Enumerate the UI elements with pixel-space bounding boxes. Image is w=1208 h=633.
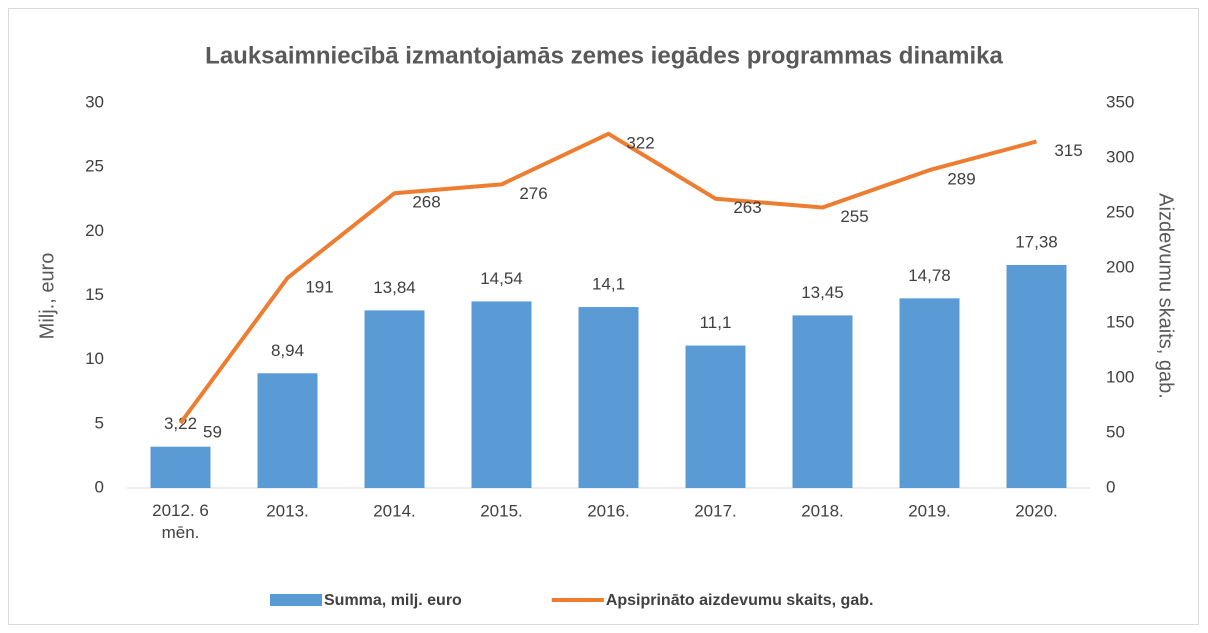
y-tick-label: 25 <box>85 157 104 176</box>
y-tick-label: 10 <box>85 349 104 368</box>
line-value-label: 289 <box>947 170 975 189</box>
y2-axis-title: Aizdevumu skaits, gab. <box>1155 193 1177 399</box>
y-tick-label: 20 <box>85 221 104 240</box>
y2-tick-label: 100 <box>1106 367 1134 386</box>
legend-label: Apsiprināto aizdevumu skaits, gab. <box>606 592 874 609</box>
x-tick-label: 2018. <box>801 501 844 520</box>
bar-value-label: 14,78 <box>908 266 951 285</box>
bar-value-label: 13,45 <box>801 283 844 302</box>
bar <box>685 345 746 488</box>
bar-value-label: 11,1 <box>700 313 732 332</box>
x-tick-label: 2015. <box>480 501 523 520</box>
y-axis-title: Milj., euro <box>36 253 58 340</box>
bar <box>899 298 960 488</box>
line-value-label: 315 <box>1054 141 1082 160</box>
y-tick-label: 0 <box>95 477 104 496</box>
x-tick-label: 2012. 6 mēn. <box>152 501 209 542</box>
y2-tick-label: 150 <box>1106 312 1134 331</box>
bar-value-label: 17,38 <box>1015 232 1058 251</box>
x-tick-label: 2020. <box>1015 501 1058 520</box>
x-tick-label: 2019. <box>908 501 951 520</box>
bar <box>471 301 532 488</box>
bar-value-label: 14,54 <box>480 269 523 288</box>
y2-tick-label: 350 <box>1106 92 1134 111</box>
bar <box>257 373 318 488</box>
bar <box>792 315 853 488</box>
y-tick-label: 5 <box>95 413 104 432</box>
line-value-label: 191 <box>305 277 333 296</box>
bar-value-label: 3,22 <box>164 414 197 433</box>
bar-value-label: 13,84 <box>373 278 416 297</box>
line-value-label: 322 <box>626 133 654 152</box>
x-tick-label: 2017. <box>694 501 737 520</box>
y-tick-label: 15 <box>85 285 104 304</box>
y-tick-label: 30 <box>85 92 104 111</box>
x-tick-label: 2016. <box>587 501 630 520</box>
line-value-label: 59 <box>203 423 222 442</box>
y2-tick-label: 250 <box>1106 202 1134 221</box>
bar <box>1006 264 1067 488</box>
line <box>178 131 1038 425</box>
y2-tick-label: 300 <box>1106 147 1134 166</box>
bar <box>364 310 425 488</box>
chart-title: Lauksaimniecībā izmantojamās zemes iegād… <box>205 42 1003 69</box>
bar <box>150 446 211 488</box>
bar-value-label: 8,94 <box>271 341 304 360</box>
line-value-label: 268 <box>412 193 440 212</box>
legend-label: Summa, milj. euro <box>324 592 462 609</box>
y2-tick-label: 200 <box>1106 257 1134 276</box>
bar-value-label: 14,1 <box>592 275 625 294</box>
line-value-label: 255 <box>840 207 868 226</box>
legend-swatch <box>270 594 322 606</box>
x-tick-label: 2013. <box>266 501 309 520</box>
bar <box>578 307 639 488</box>
y2-tick-label: 0 <box>1106 477 1115 496</box>
y2-tick-label: 50 <box>1106 422 1125 441</box>
line-value-label: 263 <box>733 198 761 217</box>
x-tick-label: 2014. <box>373 501 416 520</box>
line-value-label: 276 <box>519 184 547 203</box>
